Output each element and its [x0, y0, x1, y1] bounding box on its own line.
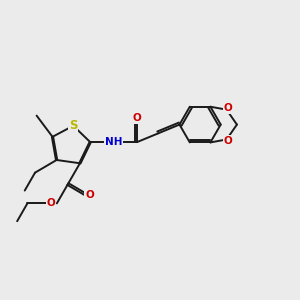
Text: O: O — [224, 136, 233, 146]
Text: NH: NH — [105, 137, 122, 147]
Text: O: O — [46, 198, 56, 208]
Text: O: O — [133, 113, 141, 123]
Text: O: O — [85, 190, 94, 200]
Text: S: S — [69, 119, 77, 132]
Text: O: O — [224, 103, 233, 113]
